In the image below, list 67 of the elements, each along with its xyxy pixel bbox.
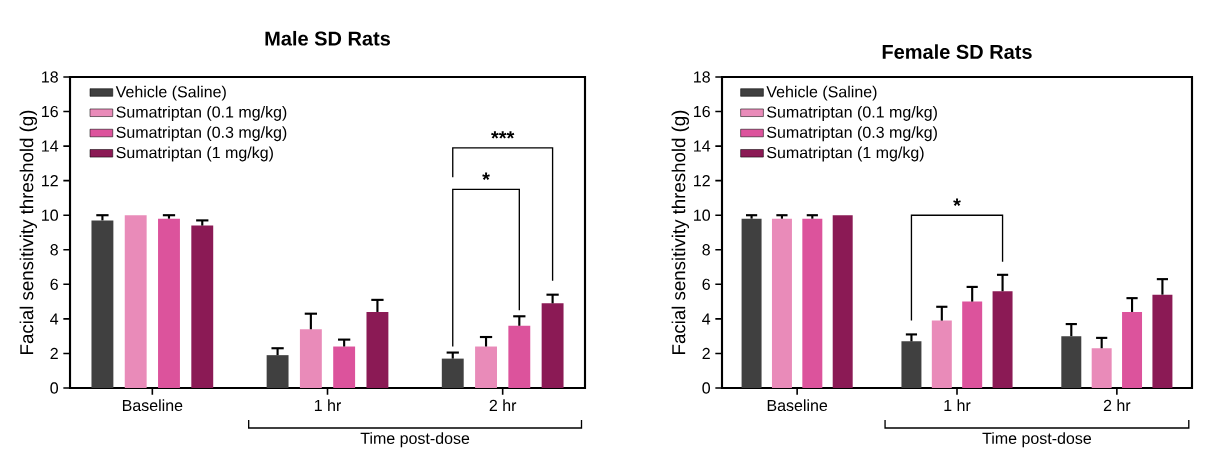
y-tick-label: 14 <box>694 140 711 152</box>
bar <box>475 346 497 388</box>
bar <box>541 303 564 388</box>
y-tick-label: 12 <box>694 175 710 187</box>
x-tick-label: Baseline <box>122 399 183 412</box>
chart-title: Male SD Rats <box>265 30 390 46</box>
bar <box>508 325 531 388</box>
bar <box>158 218 180 388</box>
y-tick-label: 14 <box>42 140 59 152</box>
bar <box>1152 294 1173 388</box>
y-tick-label: 18 <box>42 71 58 83</box>
bar <box>832 215 853 388</box>
chart-title: Female SD Rats <box>882 44 1032 59</box>
annotation: * <box>953 198 961 206</box>
y-tick-label: 2 <box>50 347 58 360</box>
x-axis-title: Time post-dose <box>360 432 470 448</box>
annotation: *** <box>491 131 515 139</box>
bar <box>771 218 792 388</box>
y-tick-label: 18 <box>694 71 710 83</box>
y-tick-label: 8 <box>702 244 710 256</box>
y-tick-label: 0 <box>702 382 711 394</box>
legend-label: Sumatriptan (1 mg/kg) <box>116 146 273 162</box>
bar <box>931 320 952 388</box>
legend-label: Sumatriptan (0.1 mg/kg) <box>767 105 937 121</box>
y-tick-label: 10 <box>42 209 59 221</box>
bar <box>441 358 464 388</box>
x-tick-label: 1 hr <box>314 399 342 411</box>
bar <box>992 291 1013 388</box>
bar <box>333 346 356 388</box>
y-tick-label: 0 <box>50 382 59 394</box>
x-axis-title: Time post-dose <box>982 432 1092 448</box>
legend-label: Sumatriptan (0.3 mg/kg) <box>116 126 287 142</box>
legend-label: Sumatriptan (0.1 mg/kg) <box>116 105 287 121</box>
bar <box>124 215 147 388</box>
y-tick-label: 10 <box>694 209 711 221</box>
bar <box>91 220 114 388</box>
bar <box>1122 311 1143 388</box>
y-tick-label: 2 <box>702 347 710 360</box>
bar <box>741 218 762 388</box>
bar <box>1091 348 1112 388</box>
bar <box>802 218 823 388</box>
legend-label: Vehicle (Saline) <box>766 85 877 101</box>
x-tick-label: Baseline <box>767 399 828 412</box>
x-tick-label: 1 hr <box>944 399 971 411</box>
y-axis-title: Facial sensitivity threshold (g) <box>19 110 38 354</box>
bar <box>1061 336 1082 388</box>
bar <box>299 329 322 388</box>
y-tick-label: 8 <box>50 244 58 256</box>
bar <box>366 311 389 388</box>
legend-label: Sumatriptan (0.3 mg/kg) <box>767 126 937 142</box>
x-tick-label: 2 hr <box>1103 399 1131 411</box>
y-tick-label: 4 <box>702 313 711 325</box>
y-tick-label: 16 <box>694 105 710 118</box>
bar <box>191 225 214 388</box>
bar <box>901 341 922 388</box>
legend-label: Sumatriptan (1 mg/kg) <box>767 146 924 162</box>
y-tick-label: 6 <box>50 278 58 290</box>
bar <box>962 301 983 388</box>
x-tick-label: 2 hr <box>489 399 517 411</box>
y-tick-label: 4 <box>50 313 59 325</box>
y-tick-label: 12 <box>42 175 58 187</box>
annotation: * <box>482 172 490 181</box>
y-axis-title: Facial sensitivity threshold (g) <box>671 110 690 354</box>
legend-label: Vehicle (Saline) <box>115 85 226 101</box>
y-tick-label: 16 <box>42 105 58 118</box>
bar <box>266 355 289 388</box>
y-tick-label: 6 <box>702 278 710 290</box>
